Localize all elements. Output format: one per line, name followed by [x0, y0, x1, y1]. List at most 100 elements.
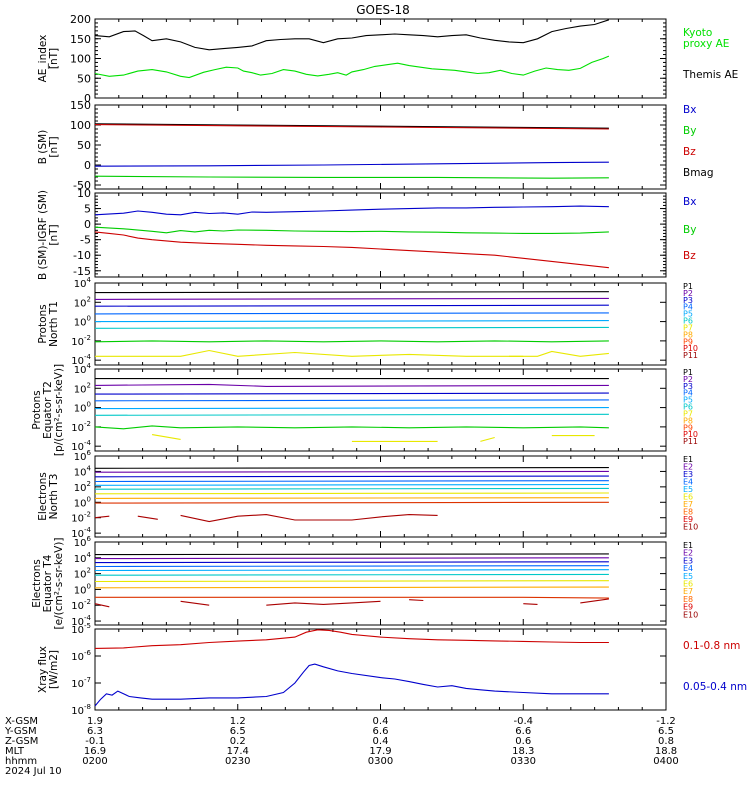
- y-tick-label: 0: [84, 159, 91, 172]
- series-line-e9: [95, 596, 609, 599]
- series-line-e6: [94, 573, 609, 576]
- panel-bigrf: -15 -10 -5 0 5 10 B (SM)-IGRF (SM) [nT] Bx By Bz: [37, 187, 696, 280]
- series-line-p2: [94, 383, 609, 387]
- x-tick-value: 0300: [368, 756, 393, 767]
- y-tick-label: 100: [74, 315, 91, 329]
- series-line-bz: [94, 124, 609, 130]
- x-tick-value: 6.5: [230, 726, 246, 737]
- legend-label: By: [683, 125, 696, 137]
- legend-label: Bmag: [683, 167, 714, 179]
- x-tick-value: 0.2: [230, 736, 246, 747]
- y-tick-label: 150: [70, 33, 91, 46]
- series-line-bx: [94, 161, 609, 167]
- series-line-bx: [94, 205, 609, 216]
- legend-label: E4: [683, 478, 693, 487]
- legend-label: E9: [683, 515, 693, 524]
- series-line-p8: [95, 349, 524, 357]
- legend-label: 0.05-0.4 nm: [683, 681, 747, 693]
- x-tick-value: 17.4: [227, 746, 249, 757]
- legend-label: Bx: [683, 104, 696, 116]
- y-axis-label: Electrons: [37, 472, 49, 521]
- legend-label: P11: [683, 351, 698, 360]
- legend-label: P8: [683, 330, 693, 339]
- x-row-label: X-GSM: [5, 716, 38, 727]
- x-tick-value: 0.4: [373, 716, 389, 727]
- y-tick-label: 150: [70, 99, 91, 112]
- y-tick-label: 10: [77, 187, 91, 200]
- y-axis-label: [p/(cm²-s-sr-keV)]: [53, 364, 65, 456]
- series-line-p8c: [480, 436, 495, 442]
- series-line-e5: [94, 569, 609, 572]
- x-tick-value: 1.9: [87, 716, 103, 727]
- series-line-p8b: [509, 350, 609, 357]
- y-tick-label: 50: [77, 72, 91, 85]
- legend-label: P3: [683, 382, 693, 391]
- legend-label: E5: [683, 572, 693, 581]
- y-tick-label: -15: [73, 265, 91, 278]
- y-tick-label: 50: [77, 139, 91, 152]
- series-line-e9: [94, 501, 609, 504]
- legend-label: E3: [683, 556, 693, 565]
- y-tick-label: 100: [74, 401, 91, 415]
- y-axis-label: Equator T2: [42, 381, 54, 439]
- x-tick-value: 0230: [225, 756, 250, 767]
- y-tick-label: 0: [84, 92, 91, 105]
- legend-label: P9: [683, 423, 693, 432]
- series-line-e4: [94, 480, 609, 483]
- series-line-p3: [94, 304, 609, 307]
- y-tick-label: 100: [74, 582, 91, 596]
- x-tick-value: -1.2: [656, 716, 676, 727]
- series-line-e10e: [523, 603, 538, 605]
- x-tick-value: 6.5: [658, 726, 674, 737]
- x-tick-value: 17.9: [369, 746, 391, 757]
- panel-frame: [94, 282, 667, 366]
- y-tick-label: 106: [74, 535, 92, 549]
- y-axis-label: Xray flux: [37, 646, 49, 693]
- y-tick-label: 200: [70, 13, 91, 26]
- series-line-p6: [94, 413, 609, 416]
- series-line-p5: [94, 320, 609, 323]
- series-line-p4: [94, 399, 609, 402]
- legend-label: E1: [683, 541, 693, 550]
- series-line-e5: [94, 483, 609, 486]
- legend-label: P9: [683, 337, 693, 346]
- series-line-bmag: [94, 123, 609, 129]
- series-line-kyoto-proxy-ae: [94, 19, 610, 51]
- legend-label: E2: [683, 549, 693, 558]
- series-line-p5: [94, 407, 609, 410]
- series-line-e10a: [94, 603, 110, 608]
- series-line-p1: [94, 291, 609, 294]
- x-tick-value: 0.4: [373, 736, 389, 747]
- series-line-e10a: [94, 515, 110, 519]
- legend-label: P6: [683, 317, 693, 326]
- series-line-p8a: [152, 434, 181, 440]
- x-tick-value: 0330: [511, 756, 536, 767]
- series-line-e8: [94, 497, 609, 499]
- legend-label: E7: [683, 500, 693, 509]
- legend-label: P10: [683, 344, 698, 353]
- legend-label: E6: [683, 493, 693, 502]
- y-tick-label: 10-2: [71, 420, 91, 434]
- series-line-e3: [94, 561, 609, 564]
- y-tick-label: 104: [74, 551, 92, 565]
- x-tick-value: 6.3: [87, 726, 103, 737]
- legend-label: E8: [683, 595, 693, 604]
- x-tick-value: 0400: [653, 756, 678, 767]
- series-line-themis-ae: [94, 55, 610, 79]
- legend-label: 0.1-0.8 nm: [683, 640, 740, 652]
- legend-label: P10: [683, 430, 698, 439]
- series-line-p4: [94, 312, 609, 315]
- x-tick-value: 16.9: [84, 746, 106, 757]
- y-tick-label: 10-5: [71, 622, 91, 636]
- legend-label: E1: [683, 455, 693, 464]
- x-row-label: hhmm: [5, 756, 37, 767]
- legend-label: P5: [683, 310, 693, 319]
- panel-xray: 10-8 10-7 10-6 10-5 Xray flux [W/m2] 0.1-0.8 n…: [37, 622, 747, 717]
- legend-label: P6: [683, 403, 693, 412]
- legend-label: P3: [683, 296, 693, 305]
